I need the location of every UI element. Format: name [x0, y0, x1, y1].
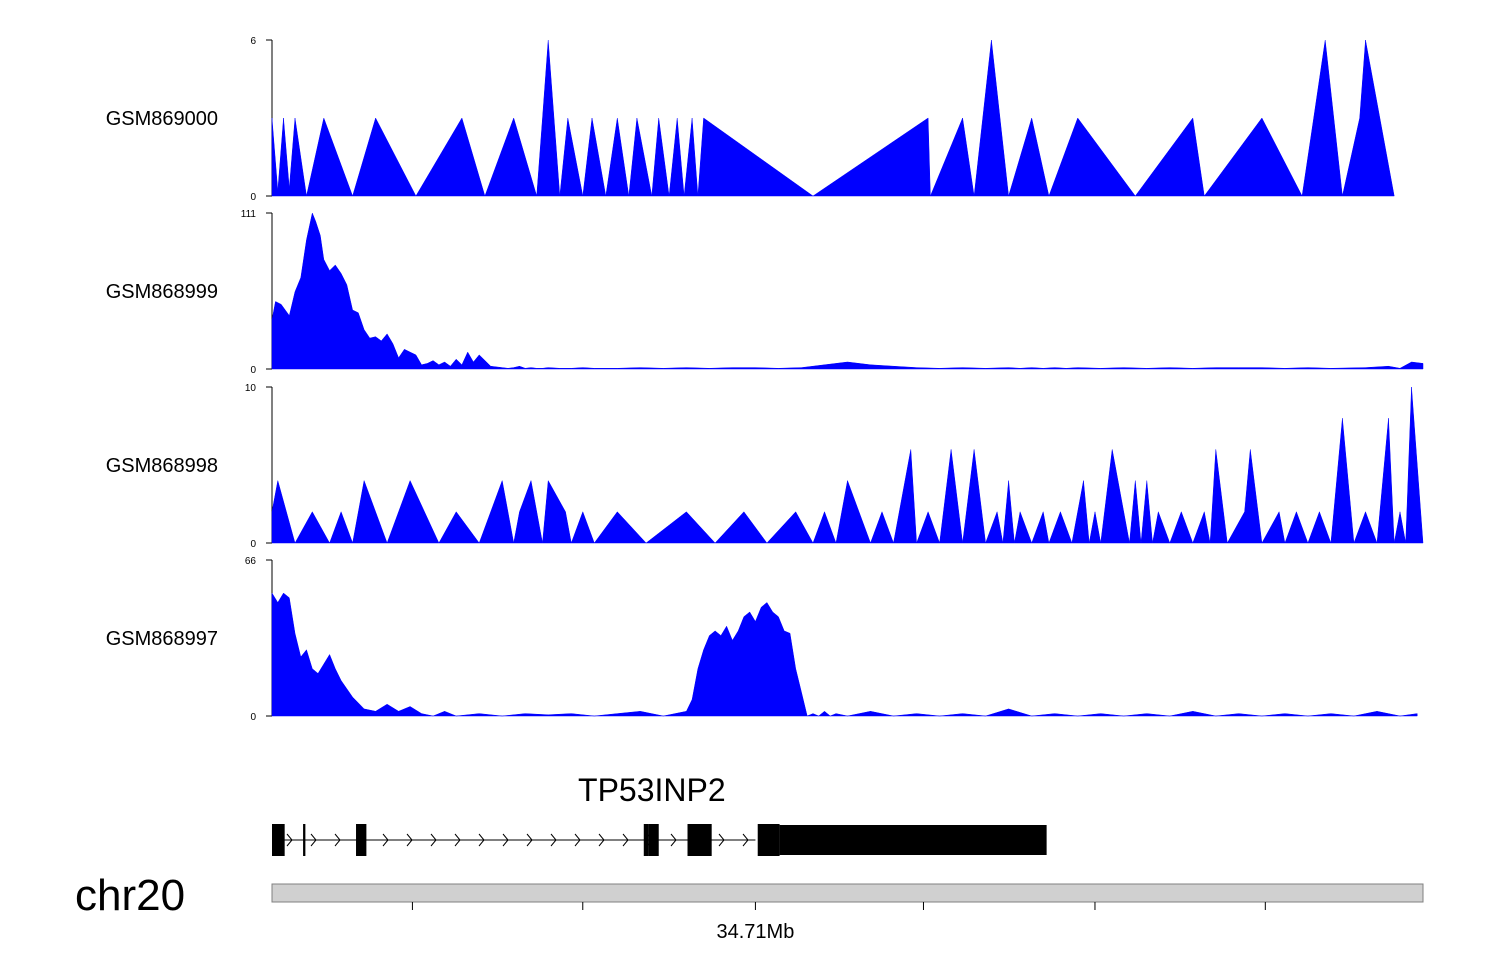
exon-block: [272, 824, 285, 856]
y-tick-label: 111: [241, 209, 257, 220]
chromosome-ideogram: [271, 883, 1424, 903]
track-label: GSM869000: [106, 108, 218, 130]
track-label: GSM868997: [106, 628, 218, 650]
coverage-area: [271, 592, 1418, 717]
exon-block: [303, 824, 306, 856]
coverage-area: [271, 386, 1424, 544]
exon-block: [648, 824, 659, 856]
track-gsm868997: GSM868997 66 0: [106, 556, 1418, 723]
y-tick-label: 0: [250, 539, 256, 550]
y-tick-label: 6: [250, 36, 256, 47]
coverage-area: [271, 212, 1424, 370]
strand-arrow: [286, 833, 293, 847]
strand-arrow: [598, 833, 605, 847]
exon-block: [779, 825, 1047, 855]
axis-position-label: 34.71Mb: [716, 921, 794, 943]
exon-block: [356, 824, 367, 856]
strand-arrow: [334, 833, 341, 847]
track-gsm868998: GSM868998 10 0: [106, 383, 1424, 550]
strand-arrow: [454, 833, 461, 847]
strand-arrow: [502, 833, 509, 847]
strand-arrow: [718, 833, 725, 847]
y-tick-label: 10: [245, 383, 257, 394]
exon-block: [757, 824, 780, 856]
coverage-area: [271, 39, 1395, 197]
strand-arrow: [478, 833, 485, 847]
gene-name-label: TP53INP2: [578, 772, 726, 808]
track-label: GSM868998: [106, 455, 218, 477]
track-label: GSM868999: [106, 281, 218, 303]
chromosome-label: chr20: [75, 871, 185, 920]
strand-arrow: [742, 833, 749, 847]
strand-arrow: [622, 833, 629, 847]
y-tick-label: 0: [250, 192, 256, 203]
strand-arrow: [526, 833, 533, 847]
strand-arrow: [574, 833, 581, 847]
coverage-tracks: GSM86900060GSM8689991110GSM868998100GSM8…: [106, 36, 1424, 723]
y-tick-label: 66: [245, 556, 257, 567]
strand-arrow: [670, 833, 677, 847]
exon-block: [643, 824, 649, 856]
gene-model: TP53INP2: [272, 772, 1047, 856]
exon-block: [687, 824, 712, 856]
strand-arrow: [310, 833, 317, 847]
y-tick-label: 0: [250, 712, 256, 723]
genome-axis: chr20 34.71Mb: [75, 871, 1424, 943]
strand-arrow: [382, 833, 389, 847]
strand-arrow: [406, 833, 413, 847]
strand-arrow: [430, 833, 437, 847]
track-gsm868999: GSM868999 111 0: [106, 209, 1424, 376]
y-tick-label: 0: [250, 365, 256, 376]
strand-arrow: [550, 833, 557, 847]
track-gsm869000: GSM869000 6 0: [106, 36, 1395, 203]
